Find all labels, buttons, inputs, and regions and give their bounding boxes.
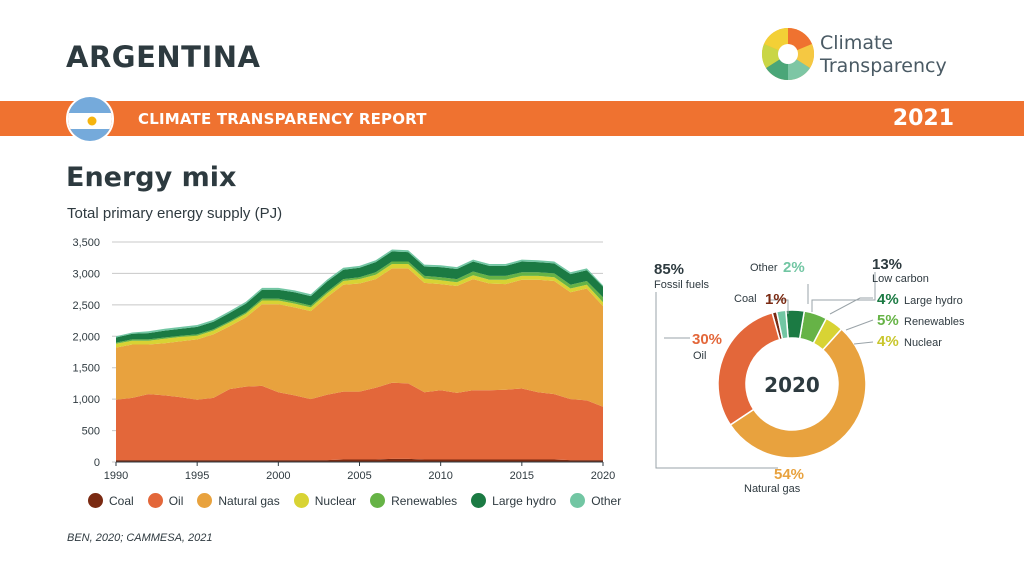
- legend-swatch-oil: [147, 493, 163, 508]
- x-tick-label: 1995: [185, 470, 209, 482]
- logo-icon: [761, 28, 815, 81]
- report-year: 2021: [892, 106, 954, 131]
- source-note: BEN, 2020; CAMMESA, 2021: [67, 532, 213, 544]
- legend-label-large-hydro: Large hydro: [492, 493, 557, 508]
- y-tick-label: 2,500: [72, 300, 100, 312]
- y-tick-label: 1,000: [72, 394, 100, 406]
- donut-slice-other: [775, 309, 789, 340]
- x-tick-label: 2020: [591, 470, 615, 482]
- logo-text-line1: Climate: [820, 32, 894, 54]
- y-tick-label: 500: [82, 426, 100, 438]
- oil-label: Oil: [693, 350, 706, 362]
- area-series-coal: [116, 458, 603, 462]
- legend-item-nuclear: Nuclear: [293, 493, 357, 508]
- section-title: Energy mix: [66, 162, 237, 193]
- legend-swatch-other: [570, 493, 586, 508]
- x-tick-label: 2005: [347, 470, 371, 482]
- y-tick-label: 1,500: [72, 363, 100, 375]
- report-banner: [0, 101, 1024, 136]
- y-tick-label: 2,000: [72, 331, 100, 343]
- low-carbon-label: Low carbon: [872, 273, 929, 285]
- donut-slice-natural-gas: [729, 327, 867, 459]
- large-hydro-label: Large hydro: [904, 295, 963, 307]
- renewables-label: Renewables: [904, 316, 965, 328]
- low-carbon-pct: 13%: [872, 256, 902, 273]
- legend-item-oil: Oil: [147, 493, 184, 508]
- legend-swatch-nuclear: [293, 493, 309, 508]
- coal-leader: [770, 299, 789, 314]
- nuclear-label: Nuclear: [904, 337, 942, 349]
- fossil-fuels-label: Fossil fuels: [654, 279, 710, 291]
- area-series-renewables: [116, 261, 603, 344]
- other-pct: 2%: [783, 259, 805, 276]
- chart-subtitle: Total primary energy supply (PJ): [67, 205, 283, 222]
- climate-transparency-logo: Climate Transparency: [756, 24, 966, 88]
- logo-text-line2: Transparency: [820, 55, 947, 77]
- energy-mix-2020-donut-chart: 2020 85%Fossil fuels Coal 1% 30% Oil Other 2% 13…: [654, 256, 965, 495]
- oil-pct: 30%: [692, 331, 722, 348]
- legend-swatch-renewables: [370, 493, 386, 508]
- legend-label-oil: Oil: [168, 493, 184, 508]
- report-title: CLIMATE TRANSPARENCY REPORT: [138, 110, 427, 128]
- legend-item-large-hydro: Large hydro: [471, 493, 556, 508]
- x-tick-label: 2010: [428, 470, 452, 482]
- area-series-natural-gas: [116, 268, 603, 407]
- renewables-leader: [845, 319, 874, 331]
- y-tick-label: 3,500: [72, 237, 100, 249]
- coal-label: Coal: [734, 293, 757, 305]
- legend-swatch-natural-gas: [197, 493, 213, 508]
- area-series-other: [116, 249, 603, 338]
- x-tick-label: 2015: [510, 470, 534, 482]
- legend-swatch-large-hydro: [471, 493, 487, 508]
- nuclear-leader: [853, 341, 874, 345]
- area-series-oil: [116, 382, 603, 461]
- x-tick-label: 2000: [266, 470, 290, 482]
- legend-label-renewables: Renewables: [391, 493, 458, 508]
- legend-item-renewables: Renewables: [370, 493, 457, 508]
- legend-label-nuclear: Nuclear: [314, 493, 357, 508]
- chart-legend: Coal Oil Natural gas Nuclear Renewables …: [88, 493, 635, 508]
- renewables-pct: 5%: [877, 312, 899, 329]
- legend-swatch-coal: [88, 493, 103, 508]
- nuclear-pct: 4%: [877, 333, 899, 350]
- legend-item-natural-gas: Natural gas: [197, 493, 280, 508]
- country-title: ARGENTINA: [66, 40, 261, 74]
- y-tick-label: 0: [94, 457, 100, 469]
- area-series-nuclear: [116, 264, 603, 348]
- hydro-leader: [829, 297, 873, 315]
- energy-supply-area-chart: 0 500 1,000 1,500 2,000 2,500 3,000 3,500 1990 19…: [72, 237, 615, 482]
- area-series-large-hydro: [116, 251, 603, 343]
- legend-label-coal: Coal: [109, 493, 134, 508]
- legend-item-coal: Coal: [88, 493, 134, 508]
- legend-label-natural-gas: Natural gas: [218, 493, 280, 508]
- fossil-bracket: [655, 292, 778, 469]
- large-hydro-pct: 4%: [877, 291, 899, 308]
- other-label: Other: [750, 262, 778, 274]
- donut-slice-oil: [717, 311, 781, 426]
- natural-gas-label: Natural gas: [744, 483, 801, 495]
- x-tick-label: 1990: [104, 470, 128, 482]
- fossil-fuels-pct: 85%: [654, 261, 684, 278]
- natural-gas-pct: 54%: [774, 466, 804, 483]
- coal-pct: 1%: [765, 291, 787, 308]
- y-tick-label: 3,000: [72, 268, 100, 280]
- donut-center-label: 2020: [764, 373, 820, 397]
- legend-item-other: Other: [570, 493, 621, 508]
- lowcarbon-bracket: [811, 272, 876, 312]
- argentina-flag-icon: [66, 95, 114, 143]
- legend-label-other: Other: [591, 493, 622, 508]
